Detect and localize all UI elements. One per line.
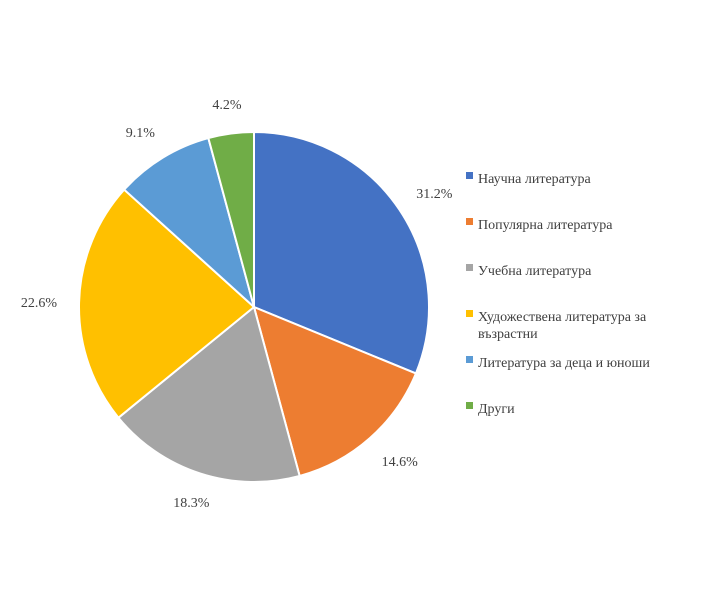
pie-data-labels: 31.2% 14.6% 18.3% 22.6% 9.1% 4.2% xyxy=(21,98,453,511)
legend-item-6: Други xyxy=(466,402,515,417)
legend-swatch-6 xyxy=(466,402,473,409)
legend-swatch-4 xyxy=(466,310,473,317)
legend-label-3: Учебна литература xyxy=(478,264,592,279)
pie-slice-1 xyxy=(253,130,430,375)
data-label-4: 22.6% xyxy=(21,296,58,311)
legend-swatch-3 xyxy=(466,264,473,271)
legend-item-4: Художествена литература за възрастни xyxy=(466,310,647,342)
data-label-2: 14.6% xyxy=(382,455,419,470)
legend-item-2: Популярна литература xyxy=(466,218,613,233)
legend-item-3: Учебна литература xyxy=(466,264,592,279)
legend-label-4: Художествена литература за възрастни xyxy=(478,310,647,342)
legend-label-6: Други xyxy=(478,402,515,417)
pie-slice-4 xyxy=(78,188,256,420)
legend-swatch-5 xyxy=(466,356,473,363)
legend-label-1: Научна литература xyxy=(478,172,591,187)
legend-label-2: Популярна литература xyxy=(478,218,613,233)
pie-slice-2 xyxy=(252,305,418,478)
legend-swatch-2 xyxy=(466,218,473,225)
pie-slices xyxy=(78,130,430,483)
pie-slice-6 xyxy=(207,130,255,308)
legend-swatch-1 xyxy=(466,172,473,179)
pie-slice-3 xyxy=(117,305,301,483)
data-label-1: 31.2% xyxy=(416,187,453,202)
legend-item-1: Научна литература xyxy=(466,172,591,187)
data-label-6: 4.2% xyxy=(212,98,242,113)
data-label-3: 18.3% xyxy=(173,496,210,511)
pie-slice-5 xyxy=(122,136,256,311)
legend: Научна литература Популярна литература Уче… xyxy=(466,172,650,417)
legend-item-5: Литература за деца и юноши xyxy=(466,356,650,371)
legend-label-5: Литература за деца и юноши xyxy=(478,356,650,371)
data-label-5: 9.1% xyxy=(126,126,156,141)
